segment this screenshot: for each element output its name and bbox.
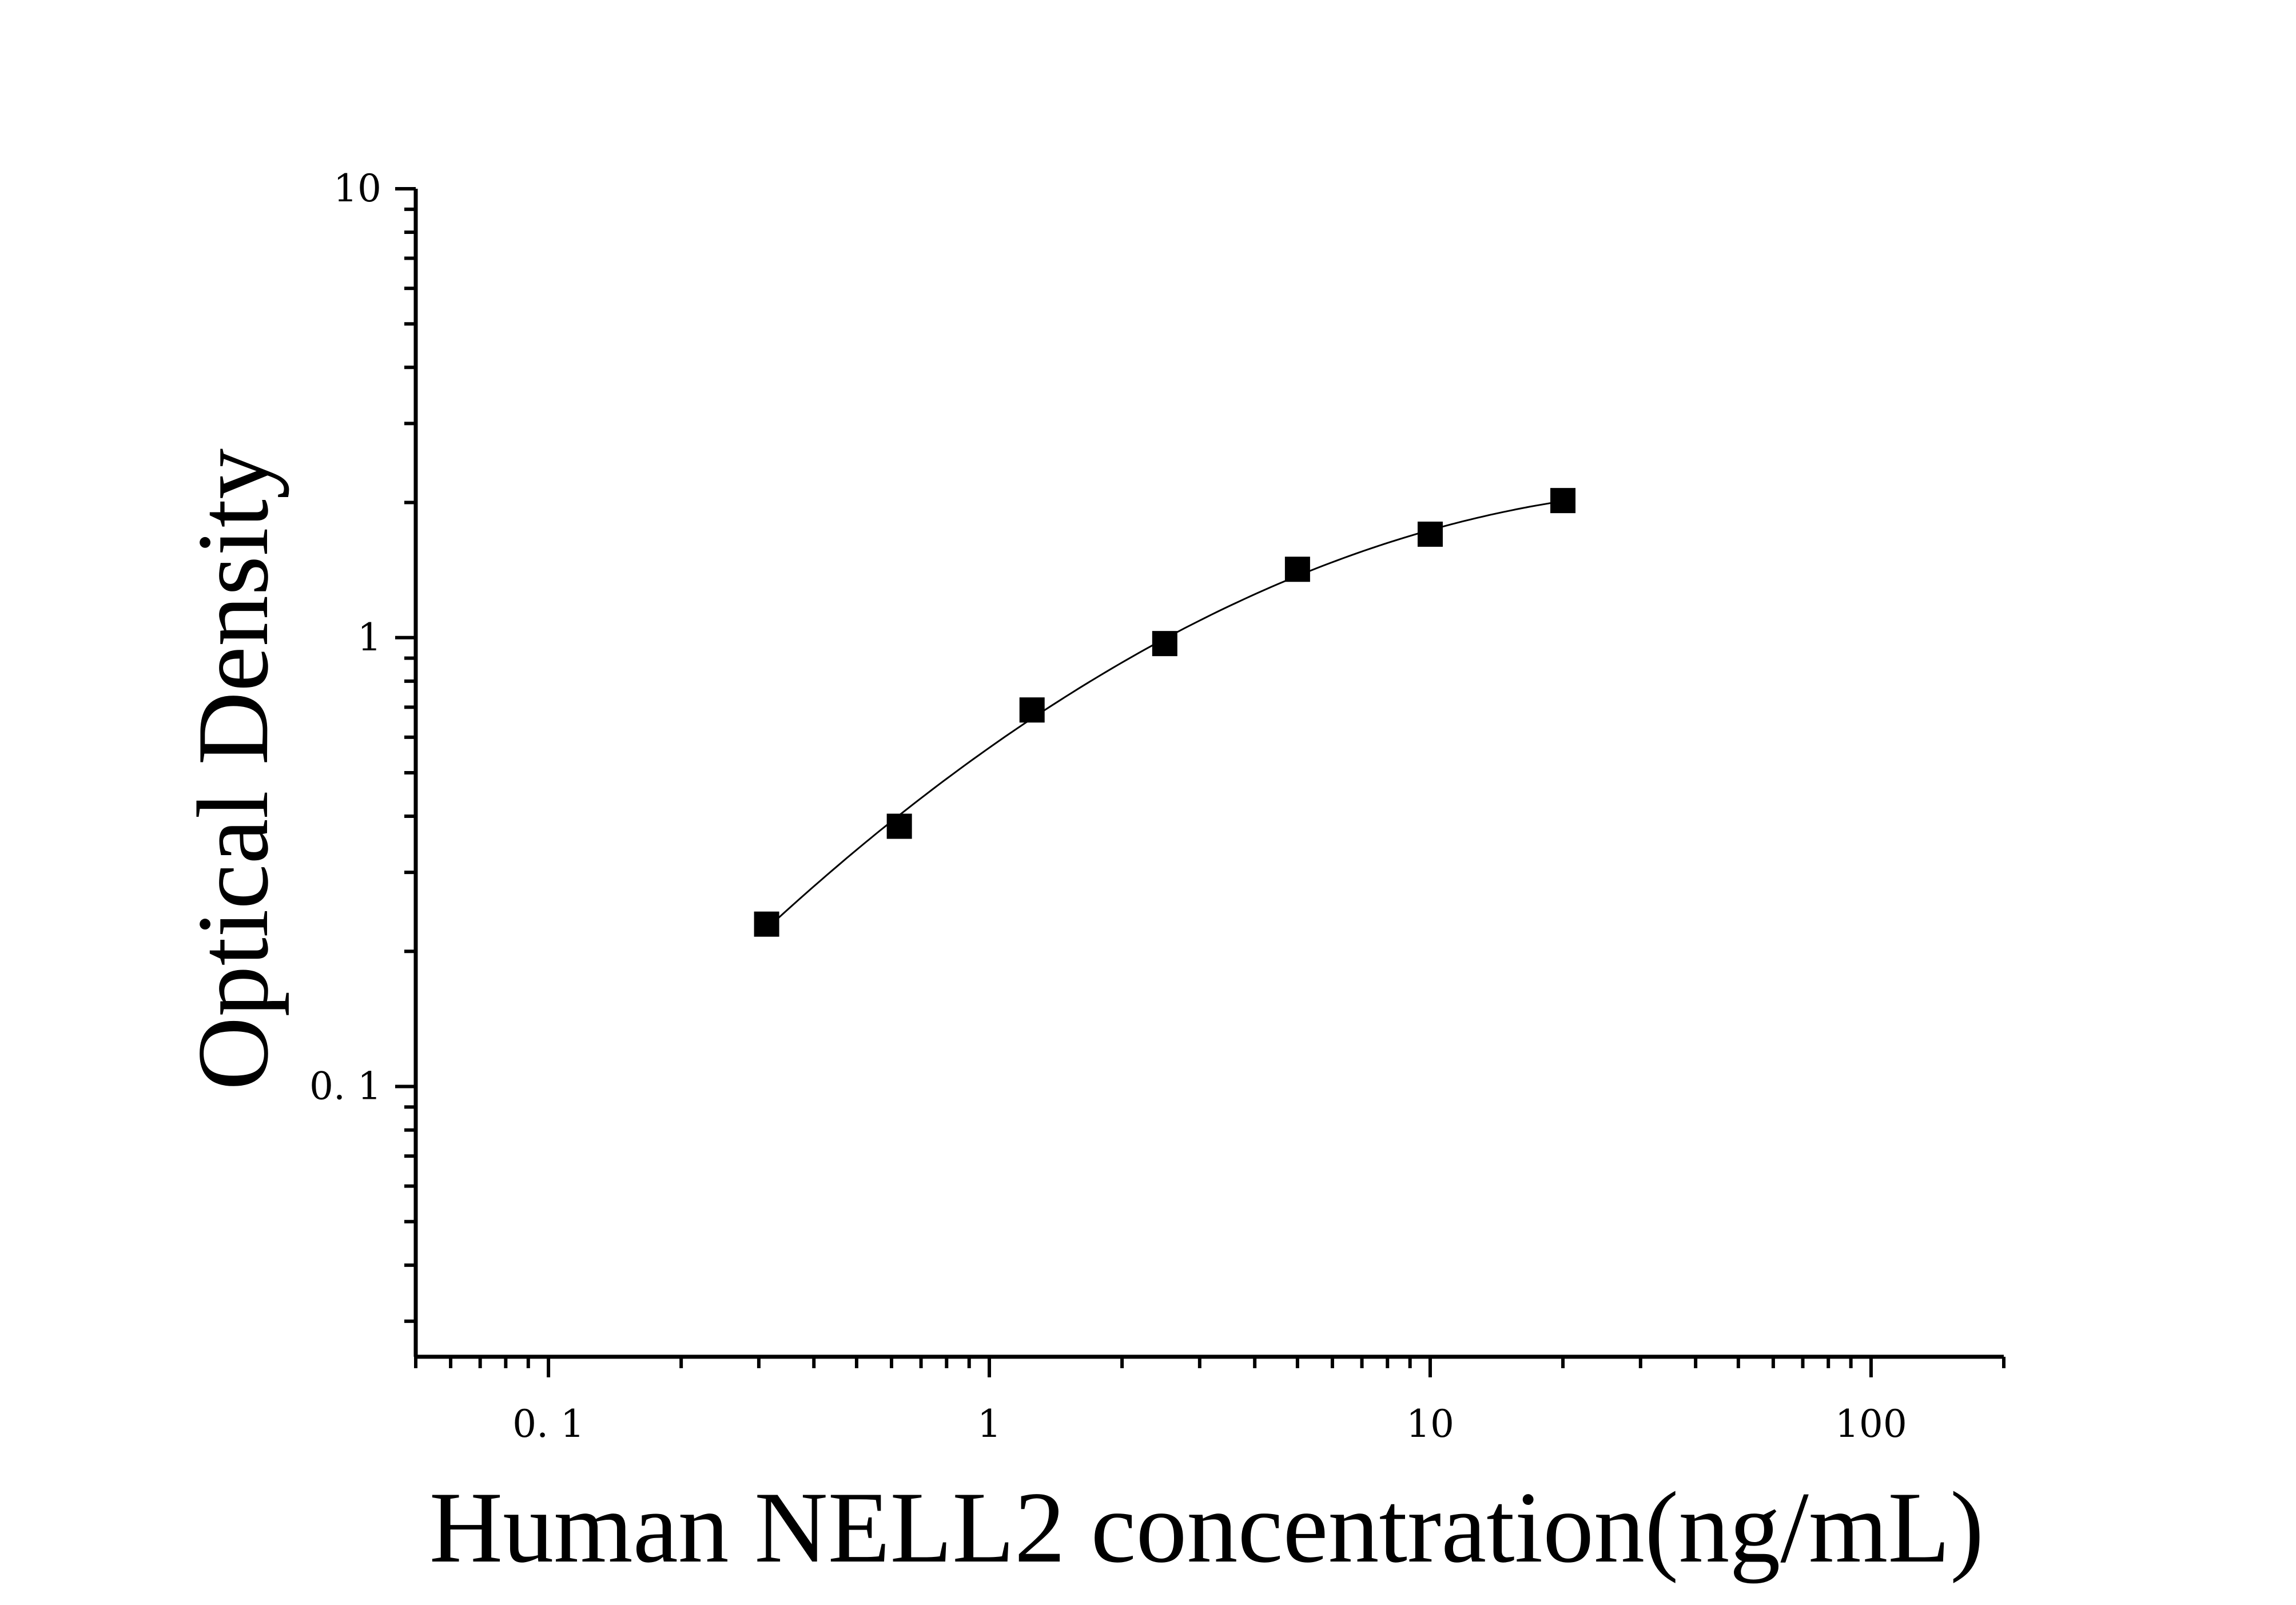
data-point bbox=[1152, 631, 1177, 657]
x-tick-label: 10 bbox=[1406, 1402, 1454, 1446]
y-tick-label: 0. 1 bbox=[309, 1064, 381, 1109]
y-tick-label: 10 bbox=[333, 166, 381, 210]
x-axis-title: Human NELL2 concentration(ng/mL) bbox=[429, 1471, 1984, 1584]
data-point bbox=[886, 813, 912, 839]
fit-curve bbox=[766, 500, 1563, 929]
x-tick-label: 0. 1 bbox=[512, 1402, 584, 1446]
y-tick-label: 1 bbox=[357, 615, 381, 660]
axes bbox=[395, 187, 2005, 1377]
data-point bbox=[1019, 697, 1045, 723]
data-point bbox=[1417, 521, 1443, 547]
fit-curve-layer bbox=[766, 500, 1563, 929]
data-point bbox=[1284, 557, 1310, 582]
x-tick-label: 100 bbox=[1835, 1402, 1907, 1446]
y-axis-title: Optical Density bbox=[176, 448, 289, 1090]
data-points bbox=[754, 488, 1576, 937]
tick-labels: 0. 1 1 10 100 0. 1 1 10 bbox=[309, 166, 1907, 1446]
data-point bbox=[1550, 488, 1576, 514]
x-tick-label: 1 bbox=[977, 1402, 1001, 1446]
data-point bbox=[754, 911, 779, 937]
